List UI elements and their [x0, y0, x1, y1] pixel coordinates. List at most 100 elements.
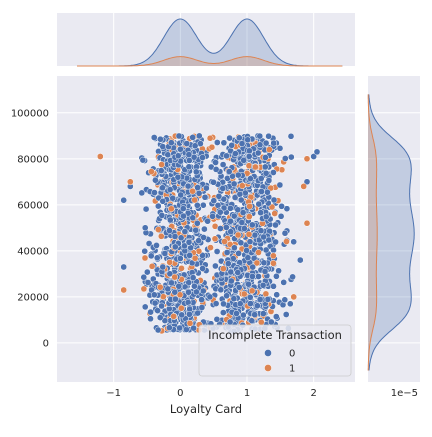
- point-series-0: [287, 132, 295, 140]
- point-series-1: [126, 178, 134, 186]
- point-series-1: [303, 219, 311, 227]
- point-series-0: [168, 279, 175, 287]
- x-tick-label: 1: [244, 388, 250, 399]
- point-series-0: [223, 249, 231, 256]
- point-series-1: [157, 232, 165, 240]
- point-series-0: [138, 189, 146, 197]
- point-series-1: [245, 213, 253, 220]
- point-series-1: [211, 235, 219, 243]
- point-series-1: [252, 163, 259, 171]
- point-series-0: [278, 202, 285, 210]
- point-series-0: [181, 242, 188, 250]
- point-series-0: [157, 167, 165, 174]
- point-series-0: [219, 161, 227, 168]
- point-series-1: [158, 161, 165, 168]
- point-series-0: [192, 226, 200, 234]
- point-series-0: [120, 196, 128, 204]
- point-series-0: [212, 300, 220, 307]
- point-series-0: [259, 310, 267, 317]
- point-series-0: [226, 318, 234, 326]
- point-series-0: [228, 141, 236, 149]
- x-tick-label: −1: [106, 388, 121, 399]
- right-kde-line-series-1: [367, 94, 378, 371]
- point-series-0: [166, 186, 174, 193]
- legend: Incomplete Transaction 0 1: [198, 324, 352, 377]
- point-series-0: [213, 139, 221, 146]
- point-series-0: [177, 145, 184, 153]
- point-series-0: [227, 204, 234, 212]
- right-kde-fill-series-1: [368, 94, 378, 371]
- point-series-0: [231, 244, 238, 252]
- point-series-0: [120, 263, 128, 271]
- point-series-0: [213, 248, 221, 255]
- point-series-0: [220, 204, 228, 212]
- point-series-1: [166, 258, 174, 266]
- point-series-0: [230, 295, 238, 303]
- point-series-0: [159, 197, 167, 205]
- point-series-1: [238, 182, 246, 190]
- point-series-1: [96, 153, 104, 160]
- point-series-1: [270, 252, 277, 260]
- point-series-0: [145, 240, 153, 247]
- point-series-0: [243, 247, 250, 254]
- point-series-0: [287, 153, 295, 161]
- point-series-0: [235, 250, 242, 257]
- point-series-0: [141, 224, 149, 232]
- point-series-0: [227, 228, 235, 236]
- point-series-0: [204, 217, 211, 225]
- point-series-0: [277, 212, 285, 220]
- point-series-0: [142, 205, 150, 213]
- point-series-0: [212, 166, 220, 173]
- point-series-1: [234, 231, 242, 239]
- point-series-0: [187, 244, 195, 252]
- point-series-1: [178, 264, 185, 272]
- point-series-0: [227, 217, 234, 225]
- point-series-0: [161, 317, 169, 324]
- point-series-0: [199, 154, 206, 161]
- point-series-0: [256, 141, 264, 149]
- point-series-1: [240, 290, 248, 298]
- point-series-0: [179, 205, 187, 212]
- point-series-0: [166, 324, 173, 332]
- legend-label-1: 1: [289, 364, 295, 375]
- legend-title: Incomplete Transaction: [208, 328, 342, 342]
- point-series-0: [313, 148, 321, 156]
- point-series-0: [262, 139, 270, 147]
- point-series-0: [141, 303, 149, 311]
- point-series-0: [281, 229, 289, 237]
- point-series-0: [235, 134, 243, 142]
- point-series-1: [120, 286, 128, 294]
- point-series-0: [259, 281, 267, 289]
- point-series-0: [255, 200, 263, 208]
- point-series-0: [181, 228, 189, 235]
- point-series-0: [183, 140, 191, 147]
- point-series-0: [174, 173, 182, 181]
- point-series-0: [174, 152, 182, 160]
- point-series-0: [225, 168, 233, 175]
- point-series-0: [289, 273, 296, 281]
- point-series-0: [192, 168, 200, 176]
- point-series-1: [257, 318, 265, 326]
- point-series-0: [166, 270, 174, 278]
- y-tick-label: 80000: [17, 154, 49, 165]
- point-series-0: [275, 267, 282, 275]
- point-series-0: [219, 309, 227, 316]
- point-series-0: [228, 277, 235, 285]
- point-series-0: [270, 139, 278, 147]
- point-series-0: [286, 300, 294, 308]
- point-series-0: [210, 197, 218, 205]
- point-series-1: [221, 238, 228, 245]
- point-series-1: [167, 205, 175, 213]
- point-series-1: [141, 254, 149, 262]
- point-series-0: [251, 231, 259, 239]
- point-series-0: [260, 233, 267, 241]
- point-series-0: [180, 212, 187, 220]
- point-series-0: [198, 304, 206, 311]
- point-series-0: [261, 268, 269, 275]
- point-series-0: [159, 184, 166, 192]
- top-marginal-kde: [57, 13, 355, 67]
- x-tick-label: 0: [177, 388, 183, 399]
- point-series-0: [230, 212, 238, 220]
- marginal-offset-label: 1e−5: [391, 388, 418, 399]
- point-series-1: [189, 187, 196, 195]
